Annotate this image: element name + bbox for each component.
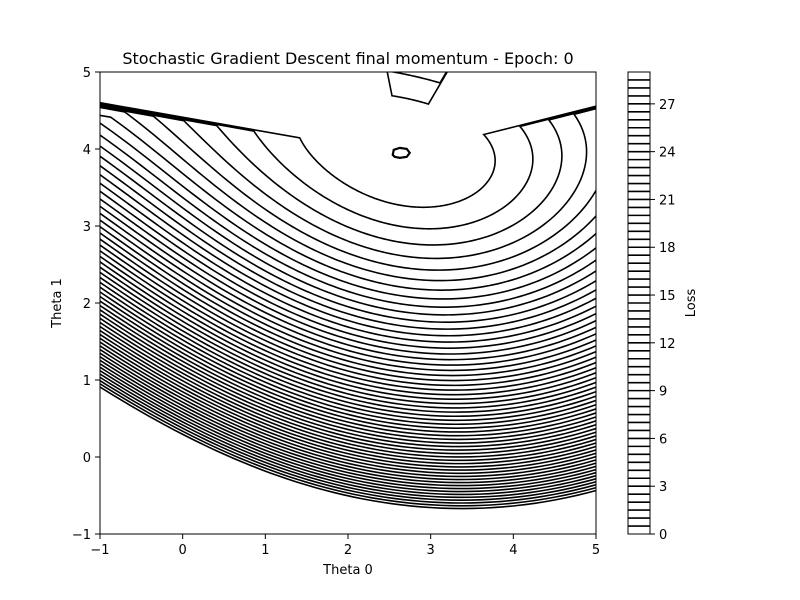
contour-line: [100, 122, 596, 300]
contour-line: [100, 232, 596, 382]
y-tick-label: 1: [83, 374, 91, 389]
contour-line: [100, 290, 596, 429]
contour-line: [100, 238, 596, 387]
contour-line: [100, 105, 596, 271]
chart-title: Stochastic Gradient Descent final moment…: [122, 49, 573, 68]
contour-line: [100, 341, 596, 471]
y-tick-label: 0: [83, 451, 91, 466]
contour-line: [100, 355, 596, 484]
contour-line: [100, 348, 596, 478]
contour-line: [100, 281, 596, 422]
x-tick-label: 0: [179, 543, 187, 558]
contour-line: [100, 106, 596, 282]
y-tick-label: −1: [72, 528, 91, 543]
colorbar: [628, 79, 650, 527]
x-axis-label: Theta 0: [322, 563, 373, 578]
contour-line: [100, 271, 596, 413]
contour-line: [100, 313, 596, 448]
colorbar-tick-label: 3: [659, 480, 667, 495]
contour-line: [100, 308, 596, 444]
colorbar-tick-label: 21: [659, 193, 676, 208]
contour-line: [100, 173, 596, 337]
colorbar-frame: [627, 71, 651, 535]
contour-line: [100, 164, 596, 330]
colorbar-tick-label: 18: [659, 241, 676, 256]
y-axis: −1 0 1 2 3 4 5: [72, 66, 100, 543]
x-tick-label: 5: [592, 543, 600, 558]
contour-line: [100, 182, 596, 343]
contour-line: [100, 295, 596, 433]
colorbar-label: Loss: [684, 289, 699, 318]
y-axis-label: Theta 1: [50, 278, 65, 329]
contour-line: [100, 344, 596, 475]
contour-line: [100, 260, 596, 405]
x-axis: −1 0 1 2 3 4 5: [90, 534, 600, 558]
contour-line: [100, 145, 596, 316]
contour-line: [100, 72, 596, 230]
colorbar-tick-label: 9: [659, 385, 667, 400]
contour-line: [100, 276, 596, 418]
contour-line: [100, 255, 596, 400]
contour-line: [100, 325, 596, 458]
contour-line: [100, 104, 596, 260]
x-tick-label: −1: [90, 543, 109, 558]
contour-line: [100, 352, 596, 481]
contour-line: [100, 304, 596, 441]
contour-line: [100, 321, 596, 455]
contour-line: [100, 266, 596, 409]
contour-line: [100, 317, 596, 451]
contour-line: [100, 225, 596, 377]
contour-line: [100, 333, 596, 465]
x-tick-label: 1: [261, 543, 269, 558]
contour-line: [100, 114, 596, 291]
y-tick-label: 4: [83, 143, 91, 158]
y-tick-label: 5: [83, 66, 91, 81]
colorbar-ticks: 0 3 6 9 12 15 18 21 24 27: [650, 98, 676, 543]
contour-line: [100, 72, 596, 209]
contour-line: [100, 103, 596, 246]
contour-line: [100, 286, 596, 426]
contour-line: [100, 219, 596, 372]
contour-line: [100, 244, 596, 391]
minimum-contour: [391, 146, 412, 159]
colorbar-tick-label: 0: [659, 528, 667, 543]
y-tick-label: 3: [83, 220, 91, 235]
contour-line: [100, 155, 596, 323]
x-tick-label: 3: [427, 543, 435, 558]
x-tick-label: 2: [344, 543, 352, 558]
plot-frame: [99, 71, 597, 535]
contour-line: [100, 205, 596, 361]
x-tick-label: 4: [509, 543, 517, 558]
colorbar-tick-label: 27: [659, 98, 676, 113]
contour-line: [100, 212, 596, 366]
contour-line: [100, 329, 596, 462]
contour-line: [100, 249, 596, 396]
colorbar-tick-label: 6: [659, 432, 667, 447]
contour-line: [100, 134, 596, 308]
colorbar-tick-label: 12: [659, 337, 676, 352]
contour-line: [100, 300, 596, 437]
colorbar-tick-label: 24: [659, 146, 676, 161]
contour-lines: [100, 72, 596, 510]
colorbar-tick-label: 15: [659, 289, 676, 304]
contour-line: [100, 337, 596, 468]
contour-line: [100, 190, 596, 349]
contour-line: [100, 197, 596, 355]
contour-line: [100, 373, 596, 499]
y-tick-label: 2: [83, 297, 91, 312]
